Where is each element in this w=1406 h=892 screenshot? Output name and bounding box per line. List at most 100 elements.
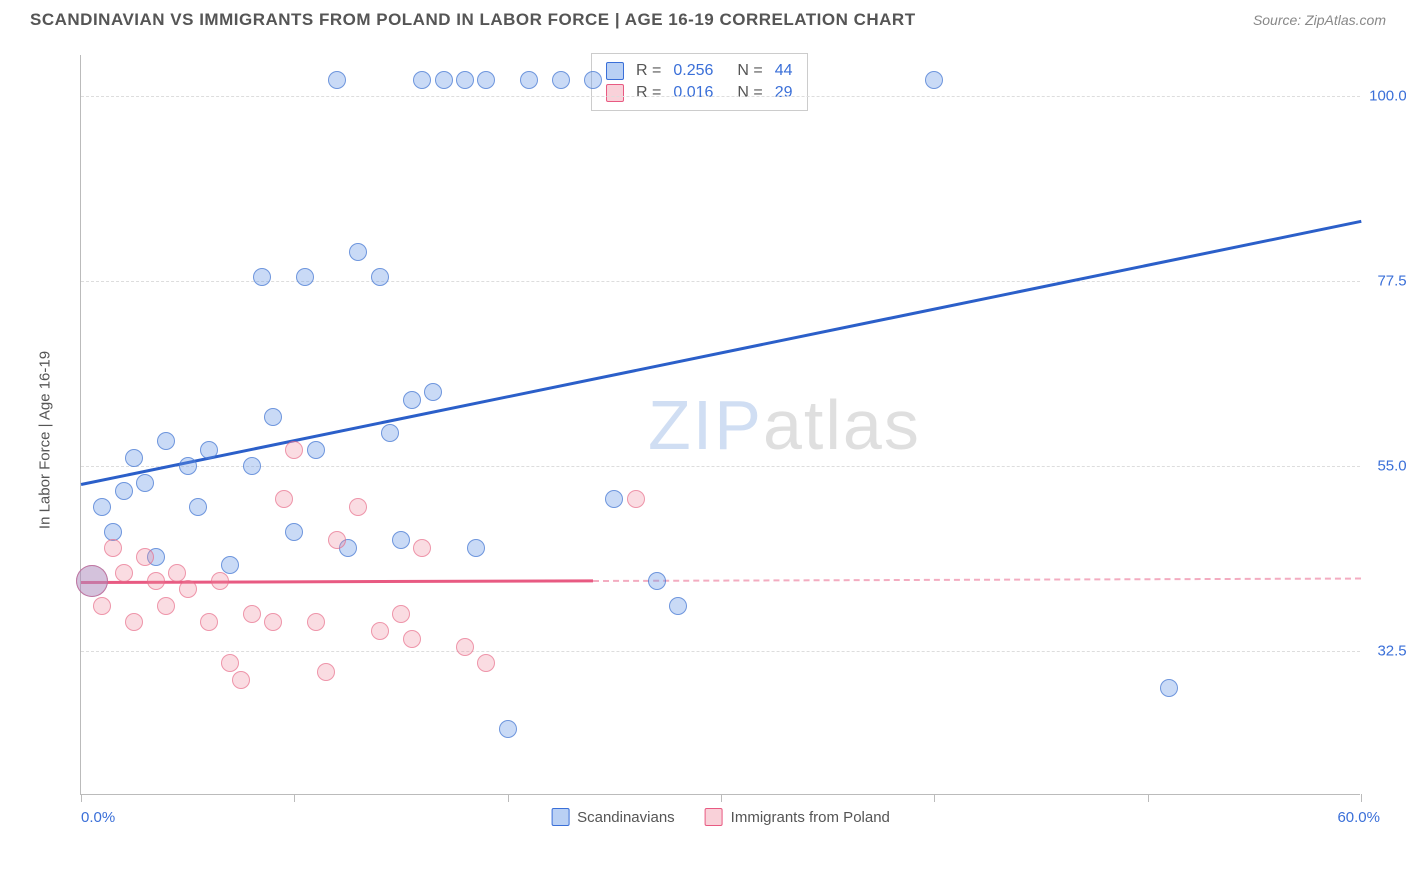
stats-legend-row: R = 0.256 N = 44 xyxy=(606,60,793,82)
y-axis-title: In Labor Force | Age 16-19 xyxy=(37,351,54,529)
n-value: 44 xyxy=(775,62,793,80)
legend-label: Immigrants from Poland xyxy=(731,809,890,826)
y-tick-label: 55.0% xyxy=(1365,458,1406,475)
data-point xyxy=(307,441,325,459)
y-tick-label: 32.5% xyxy=(1365,643,1406,660)
data-point xyxy=(925,71,943,89)
x-axis-label: 60.0% xyxy=(1337,809,1380,826)
data-point xyxy=(424,383,442,401)
data-point xyxy=(157,597,175,615)
stats-legend: R =0.256N =44R =0.016N =29 xyxy=(591,53,808,111)
legend-swatch xyxy=(551,808,569,826)
stats-legend-row: R =0.016N =29 xyxy=(606,82,793,104)
data-point xyxy=(477,71,495,89)
data-point xyxy=(371,622,389,640)
data-point xyxy=(317,663,335,681)
data-point xyxy=(552,71,570,89)
data-point xyxy=(584,71,602,89)
data-point xyxy=(456,638,474,656)
data-point xyxy=(467,539,485,557)
data-point xyxy=(200,441,218,459)
data-point xyxy=(264,408,282,426)
data-point xyxy=(168,564,186,582)
title-bar: SCANDINAVIAN VS IMMIGRANTS FROM POLAND I… xyxy=(0,0,1406,40)
data-point xyxy=(381,424,399,442)
data-point xyxy=(296,268,314,286)
gridline xyxy=(81,281,1360,282)
data-point xyxy=(275,490,293,508)
y-tick-label: 77.5% xyxy=(1365,273,1406,290)
data-point xyxy=(328,531,346,549)
legend-item: Immigrants from Poland xyxy=(705,808,890,826)
data-point xyxy=(104,523,122,541)
x-tick xyxy=(81,794,82,802)
data-point xyxy=(93,597,111,615)
trend-line xyxy=(81,219,1361,485)
data-point xyxy=(349,243,367,261)
data-point xyxy=(264,613,282,631)
n-label: N = xyxy=(737,62,762,80)
gridline xyxy=(81,96,1360,97)
data-point xyxy=(392,605,410,623)
x-axis-label: 0.0% xyxy=(81,809,115,826)
data-point xyxy=(157,432,175,450)
data-point xyxy=(253,268,271,286)
data-point xyxy=(435,71,453,89)
data-point xyxy=(221,556,239,574)
chart-title: SCANDINAVIAN VS IMMIGRANTS FROM POLAND I… xyxy=(30,10,916,30)
trend-line xyxy=(593,577,1361,581)
data-point xyxy=(243,605,261,623)
data-point xyxy=(413,71,431,89)
n-label: N = xyxy=(737,84,762,102)
chart-area: In Labor Force | Age 16-19 ZIPatlas R =0… xyxy=(50,55,1390,825)
r-label: R = xyxy=(636,84,661,102)
data-point xyxy=(125,449,143,467)
data-point xyxy=(648,572,666,590)
watermark: ZIPatlas xyxy=(648,385,921,465)
data-point xyxy=(403,630,421,648)
data-point xyxy=(605,490,623,508)
data-point xyxy=(93,498,111,516)
data-point xyxy=(179,580,197,598)
gridline xyxy=(81,651,1360,652)
legend-swatch xyxy=(606,84,624,102)
data-point xyxy=(136,474,154,492)
x-tick xyxy=(1148,794,1149,802)
data-point xyxy=(115,564,133,582)
data-point xyxy=(243,457,261,475)
legend-item: Scandinavians xyxy=(551,808,675,826)
data-point xyxy=(200,613,218,631)
data-point xyxy=(76,565,108,597)
data-point xyxy=(232,671,250,689)
data-point xyxy=(328,71,346,89)
data-point xyxy=(285,523,303,541)
data-point xyxy=(285,441,303,459)
x-tick xyxy=(508,794,509,802)
n-value: 29 xyxy=(775,84,793,102)
data-point xyxy=(403,391,421,409)
data-point xyxy=(413,539,431,557)
data-point xyxy=(307,613,325,631)
data-point xyxy=(392,531,410,549)
gridline xyxy=(81,466,1360,467)
data-point xyxy=(627,490,645,508)
r-label: R = xyxy=(636,62,661,80)
x-tick xyxy=(934,794,935,802)
y-tick-label: 100.0% xyxy=(1365,88,1406,105)
legend-swatch xyxy=(606,62,624,80)
data-point xyxy=(456,71,474,89)
legend-swatch xyxy=(705,808,723,826)
data-point xyxy=(211,572,229,590)
data-point xyxy=(477,654,495,672)
data-point xyxy=(104,539,122,557)
legend-label: Scandinavians xyxy=(577,809,675,826)
x-tick xyxy=(721,794,722,802)
data-point xyxy=(115,482,133,500)
data-point xyxy=(520,71,538,89)
data-point xyxy=(371,268,389,286)
data-point xyxy=(499,720,517,738)
data-point xyxy=(221,654,239,672)
x-tick xyxy=(294,794,295,802)
data-point xyxy=(669,597,687,615)
r-value: 0.256 xyxy=(673,62,713,80)
